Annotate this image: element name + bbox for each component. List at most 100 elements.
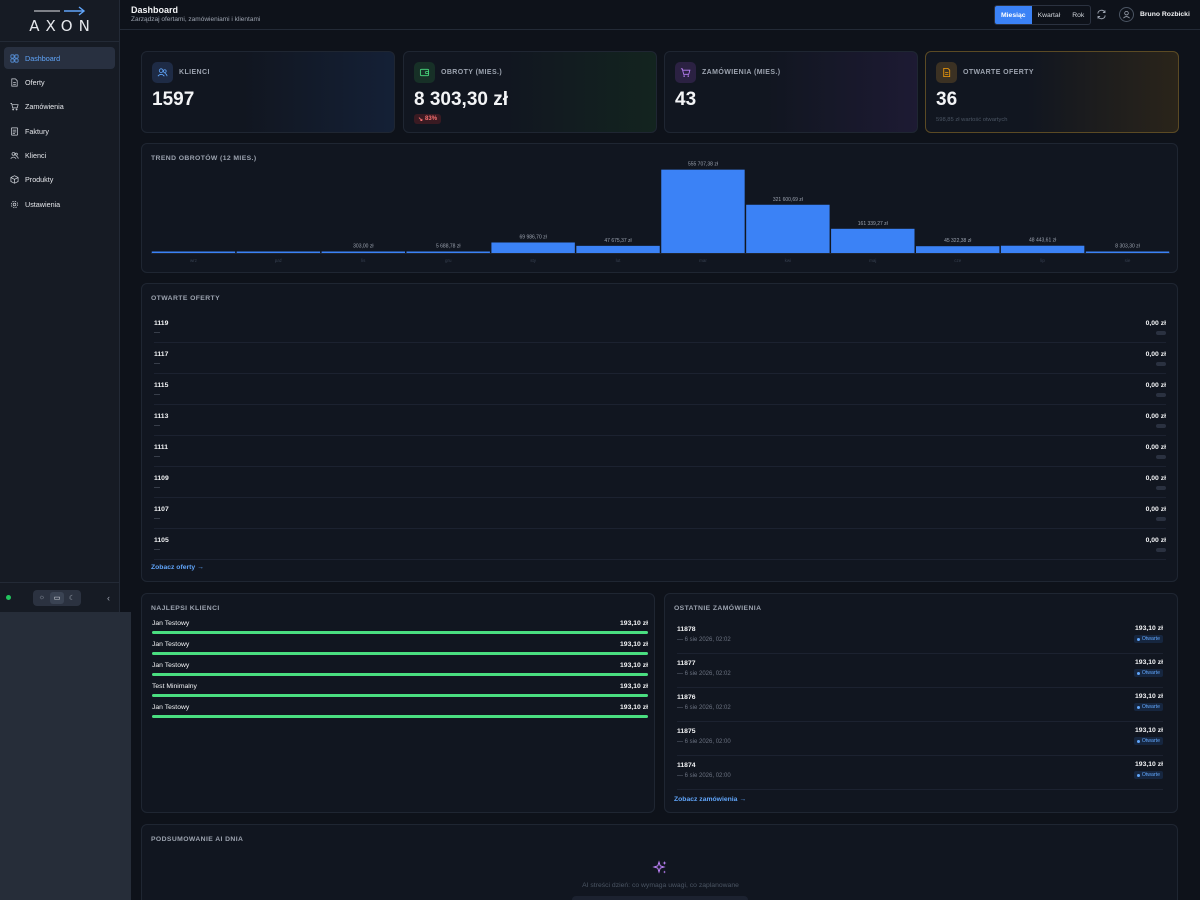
kpi-label: ZAMÓWIENIA (MIES.) bbox=[702, 69, 781, 76]
client-row[interactable]: Jan Testowy 193,10 zł bbox=[152, 620, 648, 641]
offer-row[interactable]: 1115 — 0,00 zł bbox=[154, 374, 1166, 405]
bar-data-label: 303,00 zł bbox=[353, 244, 374, 250]
section-title: OTWARTE OFERTY bbox=[151, 295, 221, 302]
period-option[interactable]: Rok bbox=[1072, 11, 1085, 19]
sidebar-item-zamówienia[interactable]: Zamówienia bbox=[4, 96, 115, 118]
order-status-text: Otwarte bbox=[1141, 772, 1160, 778]
offer-row[interactable]: 1119 — 0,00 zł bbox=[154, 312, 1166, 343]
theme-switch[interactable]: ☼ ▭ ☾ bbox=[33, 589, 81, 606]
recent-orders-card: OSTATNIE ZAMÓWIENIA 11878 — 6 sie 2026, 0… bbox=[664, 593, 1178, 813]
trend-bar[interactable] bbox=[321, 251, 405, 254]
sidebar-item-label: Faktury bbox=[25, 126, 49, 136]
order-row[interactable]: 11878 — 6 sie 2026, 02:02 193,10 zł Otwarte bbox=[677, 620, 1163, 654]
bar-data-label: 161 339,27 zł bbox=[858, 221, 889, 227]
kpi-value: 1597 bbox=[152, 89, 195, 110]
collapse-sidebar-button[interactable]: ‹ bbox=[107, 592, 110, 603]
logo[interactable]: AXON bbox=[0, 0, 119, 42]
sidebar-nav: Dashboard Oferty Zamówienia Faktury Klienci P… bbox=[0, 42, 119, 223]
offer-status-pill bbox=[1156, 517, 1166, 521]
users-icon bbox=[10, 152, 19, 159]
order-row[interactable]: 11877 — 6 sie 2026, 02:02 193,10 zł Otwarte bbox=[677, 654, 1163, 688]
client-share-bar bbox=[152, 631, 648, 634]
offer-id: 1109 bbox=[154, 475, 169, 482]
offer-client: — bbox=[154, 330, 160, 336]
kpi-card-open-offers[interactable]: OTWARTE OFERTY 36 598,85 zł wartość otwa… bbox=[925, 51, 1179, 133]
trend-bar[interactable] bbox=[831, 228, 915, 253]
sun-icon[interactable]: ☼ bbox=[38, 594, 46, 601]
sidebar-item-dashboard[interactable]: Dashboard bbox=[4, 47, 115, 69]
user-menu[interactable]: Bruno Rozbicki bbox=[1119, 7, 1190, 22]
offer-amount: 0,00 zł bbox=[1145, 444, 1166, 451]
offer-row[interactable]: 1107 — 0,00 zł bbox=[154, 498, 1166, 529]
cart-icon bbox=[675, 62, 696, 83]
client-name: Jan Testowy bbox=[152, 620, 190, 627]
offer-row[interactable]: 1111 — 0,00 zł bbox=[154, 436, 1166, 467]
sidebar-item-klienci[interactable]: Klienci bbox=[4, 145, 115, 167]
trend-bar[interactable] bbox=[746, 204, 830, 253]
sidebar-item-produkty[interactable]: Produkty bbox=[4, 169, 115, 191]
client-row[interactable]: Jan Testowy 193,10 zł bbox=[152, 641, 648, 662]
order-row[interactable]: 11874 — 6 sie 2026, 02:00 193,10 zł Otwarte bbox=[677, 756, 1163, 790]
x-tick-label: sty bbox=[530, 258, 537, 263]
generate-summary-button[interactable] bbox=[572, 896, 748, 900]
section-title: NAJLEPSI KLIENCI bbox=[151, 605, 220, 612]
trend-bar[interactable] bbox=[916, 246, 1000, 253]
client-amount: 193,10 zł bbox=[620, 662, 648, 669]
offer-client: — bbox=[154, 361, 160, 367]
x-tick-label: paź bbox=[275, 258, 283, 263]
client-row[interactable]: Test Minimalny 193,10 zł bbox=[152, 683, 648, 704]
moon-icon[interactable]: ☾ bbox=[68, 594, 76, 602]
sidebar-item-faktury[interactable]: Faktury bbox=[4, 120, 115, 142]
trend-bar[interactable] bbox=[1085, 251, 1170, 254]
offer-status-pill bbox=[1156, 331, 1166, 335]
kpi-card-clients[interactable]: KLIENCI 1597 bbox=[141, 51, 395, 133]
order-row[interactable]: 11876 — 6 sie 2026, 02:02 193,10 zł Otwarte bbox=[677, 688, 1163, 722]
period-option[interactable]: Kwartał bbox=[1037, 11, 1061, 19]
trend-bar[interactable] bbox=[406, 251, 490, 254]
trend-bar[interactable] bbox=[1000, 245, 1085, 253]
trend-bar[interactable] bbox=[576, 245, 660, 253]
offer-id: 1115 bbox=[154, 382, 169, 389]
order-date: — 6 sie 2026, 02:00 bbox=[677, 739, 731, 745]
client-share-bar bbox=[152, 652, 648, 655]
period-option[interactable]: Miesiąc bbox=[995, 6, 1032, 24]
trend-bar[interactable] bbox=[661, 169, 745, 253]
trend-bar[interactable] bbox=[151, 251, 236, 254]
order-amount: 193,10 zł bbox=[1135, 659, 1163, 666]
document-icon bbox=[936, 62, 957, 83]
offer-amount: 0,00 zł bbox=[1145, 320, 1166, 327]
trend-bar[interactable] bbox=[236, 251, 321, 254]
trend-bar[interactable] bbox=[491, 242, 575, 253]
client-row[interactable]: Jan Testowy 193,10 zł bbox=[152, 704, 648, 725]
offer-amount: 0,00 zł bbox=[1145, 506, 1166, 513]
ai-summary-placeholder: AI streści dzień: co wymaga uwagi, co za… bbox=[582, 882, 739, 889]
see-offers-link[interactable]: Zobacz oferty → bbox=[151, 564, 204, 571]
order-status-badge: Otwarte bbox=[1133, 737, 1163, 745]
x-tick-label: maj bbox=[869, 258, 876, 263]
client-share-bar bbox=[152, 694, 648, 697]
kpi-card-revenue[interactable]: OBROTY (MIES.) 8 303,30 zł ↘ 83% bbox=[403, 51, 657, 133]
offer-row[interactable]: 1117 — 0,00 zł bbox=[154, 343, 1166, 374]
chart-title: TREND OBROTÓW (12 MIES.) bbox=[151, 155, 257, 162]
order-status-badge: Otwarte bbox=[1133, 771, 1163, 779]
sidebar-item-label: Produkty bbox=[25, 175, 54, 185]
order-row[interactable]: 11875 — 6 sie 2026, 02:00 193,10 zł Otwarte bbox=[677, 722, 1163, 756]
client-name: Jan Testowy bbox=[152, 662, 190, 669]
section-title: OSTATNIE ZAMÓWIENIA bbox=[674, 605, 762, 612]
client-name: Jan Testowy bbox=[152, 641, 190, 648]
sidebar-item-oferty[interactable]: Oferty bbox=[4, 71, 115, 93]
document-icon bbox=[11, 78, 18, 87]
see-orders-link[interactable]: Zobacz zamówienia → bbox=[674, 796, 747, 803]
order-status-text: Otwarte bbox=[1141, 704, 1160, 710]
offer-row[interactable]: 1109 — 0,00 zł bbox=[154, 467, 1166, 498]
offer-client: — bbox=[154, 423, 160, 429]
offer-row[interactable]: 1105 — 0,00 zł bbox=[154, 529, 1166, 560]
client-amount: 193,10 zł bbox=[620, 683, 648, 690]
offer-row[interactable]: 1113 — 0,00 zł bbox=[154, 405, 1166, 436]
monitor-icon[interactable]: ▭ bbox=[50, 591, 64, 604]
refresh-icon[interactable] bbox=[1096, 9, 1107, 20]
kpi-card-orders[interactable]: ZAMÓWIENIA (MIES.) 43 bbox=[664, 51, 918, 133]
client-row[interactable]: Jan Testowy 193,10 zł bbox=[152, 662, 648, 683]
offer-status-pill bbox=[1156, 362, 1166, 366]
sidebar-item-ustawienia[interactable]: Ustawienia bbox=[4, 193, 115, 215]
